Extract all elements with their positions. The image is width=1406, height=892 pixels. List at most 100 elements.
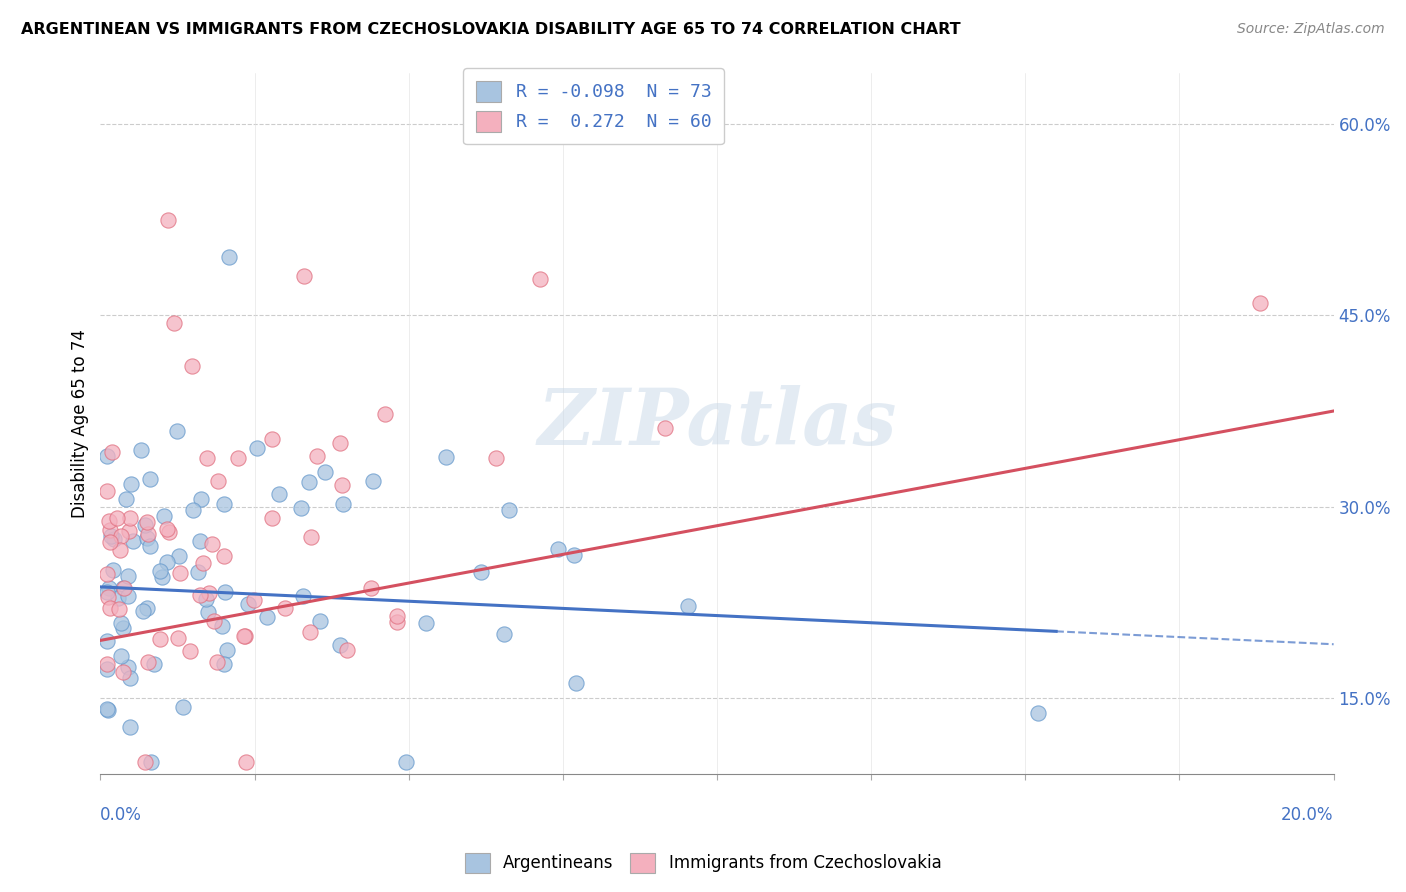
Point: [470, 565, 492, 579]
Point: [1249, 295, 1271, 310]
Point: [129, 442, 152, 457]
Text: Source: ZipAtlas.com: Source: ZipAtlas.com: [1237, 22, 1385, 37]
Point: [114, 491, 136, 506]
Point: [197, 605, 219, 619]
Point: [153, 509, 176, 524]
Point: [484, 450, 506, 465]
Point: [120, 671, 142, 685]
Point: [360, 581, 382, 595]
Point: [299, 625, 322, 640]
Point: [107, 591, 129, 605]
Point: [387, 615, 409, 629]
Point: [291, 589, 314, 603]
Point: [136, 527, 159, 541]
Point: [395, 755, 418, 769]
Point: [309, 615, 332, 629]
Point: [96, 450, 118, 464]
Point: [198, 586, 221, 600]
Point: [415, 615, 437, 630]
Point: [262, 511, 284, 525]
Point: [212, 549, 235, 564]
Point: [298, 475, 321, 490]
Point: [139, 755, 162, 769]
Point: [191, 557, 214, 571]
Point: [97, 514, 120, 528]
Point: [329, 436, 352, 450]
Point: [172, 699, 194, 714]
Point: [103, 532, 125, 546]
Point: [96, 662, 118, 676]
Point: [118, 524, 141, 539]
Point: [330, 478, 353, 492]
Point: [101, 445, 124, 459]
Point: [374, 408, 396, 422]
Point: [138, 539, 160, 553]
Text: 20.0%: 20.0%: [1281, 806, 1334, 824]
Point: [181, 502, 204, 516]
Point: [132, 604, 155, 618]
Point: [498, 503, 520, 517]
Text: ARGENTINEAN VS IMMIGRANTS FROM CZECHOSLOVAKIA DISABILITY AGE 65 TO 74 CORRELATIO: ARGENTINEAN VS IMMIGRANTS FROM CZECHOSLO…: [21, 22, 960, 37]
Point: [136, 601, 159, 615]
Point: [256, 610, 278, 624]
Point: [212, 497, 235, 511]
Point: [96, 567, 118, 582]
Point: [156, 555, 179, 569]
Point: [96, 585, 118, 599]
Point: [242, 593, 264, 607]
Point: [179, 643, 201, 657]
Point: [218, 250, 240, 264]
Point: [212, 657, 235, 672]
Point: [314, 466, 336, 480]
Point: [96, 702, 118, 716]
Point: [121, 534, 143, 549]
Point: [112, 621, 135, 635]
Point: [195, 450, 218, 465]
Point: [169, 566, 191, 581]
Point: [108, 601, 131, 615]
Point: [98, 534, 121, 549]
Point: [205, 655, 228, 669]
Text: 0.0%: 0.0%: [100, 806, 142, 824]
Point: [136, 655, 159, 669]
Point: [157, 212, 180, 227]
Point: [332, 497, 354, 511]
Point: [97, 591, 120, 605]
Legend: R = -0.098  N = 73, R =  0.272  N = 60: R = -0.098 N = 73, R = 0.272 N = 60: [464, 68, 724, 145]
Point: [149, 564, 172, 578]
Point: [188, 588, 211, 602]
Point: [654, 421, 676, 435]
Point: [157, 525, 180, 540]
Point: [149, 632, 172, 646]
Point: [117, 660, 139, 674]
Point: [136, 532, 159, 546]
Point: [96, 634, 118, 648]
Point: [492, 626, 515, 640]
Point: [112, 582, 135, 596]
Point: [562, 548, 585, 562]
Point: [98, 581, 121, 595]
Point: [292, 268, 315, 283]
Text: ZIPatlas: ZIPatlas: [537, 385, 897, 462]
Point: [163, 316, 186, 330]
Legend: Argentineans, Immigrants from Czechoslovakia: Argentineans, Immigrants from Czechoslov…: [458, 847, 948, 880]
Point: [111, 665, 134, 680]
Y-axis label: Disability Age 65 to 74: Disability Age 65 to 74: [72, 329, 89, 518]
Point: [150, 570, 173, 584]
Point: [329, 638, 352, 652]
Point: [110, 529, 132, 543]
Point: [156, 522, 179, 536]
Point: [547, 542, 569, 557]
Point: [101, 563, 124, 577]
Point: [142, 657, 165, 672]
Point: [167, 549, 190, 563]
Point: [1026, 706, 1049, 720]
Point: [385, 608, 408, 623]
Point: [235, 755, 257, 769]
Point: [214, 585, 236, 599]
Point: [167, 631, 190, 645]
Point: [134, 518, 156, 533]
Point: [246, 441, 269, 455]
Point: [201, 536, 224, 550]
Point: [564, 675, 586, 690]
